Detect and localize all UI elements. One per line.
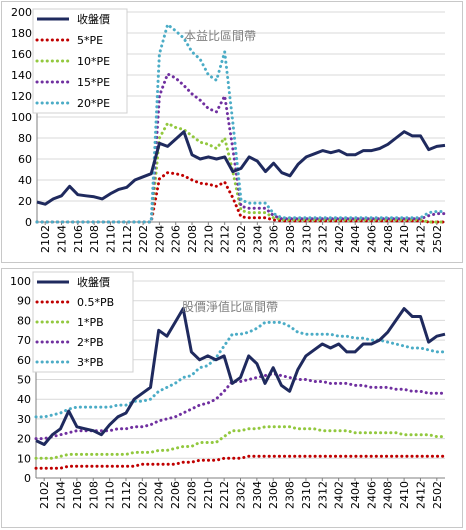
x-tick-label: 2408 xyxy=(382,225,395,253)
y-tick-label: 100 xyxy=(11,111,32,124)
y-tick-label: 90 xyxy=(17,295,31,308)
x-tick-label: 2106 xyxy=(72,225,85,253)
x-tick-label: 2110 xyxy=(104,481,117,509)
y-tick-label: 0 xyxy=(24,472,31,485)
y-tick-label: 160 xyxy=(11,48,32,61)
y-tick-label: 20 xyxy=(17,433,31,446)
x-tick-label: 2410 xyxy=(398,481,411,509)
legend-label: 20*PE xyxy=(77,97,110,110)
chart-title: 股價淨值比區間帶 xyxy=(182,299,278,314)
x-tick-label: 2402 xyxy=(333,481,346,509)
x-tick-label: 2210 xyxy=(202,225,215,253)
x-tick-label: 2108 xyxy=(87,481,100,509)
x-tick-label: 2308 xyxy=(284,225,297,253)
legend-label: 3*PB xyxy=(77,356,104,369)
series-line-4 xyxy=(35,23,447,224)
legend: 收盤價 0.5*PB 1*PB 2*PB 3*PB xyxy=(32,271,134,373)
x-tick-label: 2302 xyxy=(235,481,248,509)
x-tick-label: 2208 xyxy=(185,481,198,509)
x-tick-label: 2104 xyxy=(55,481,68,509)
x-tick-label: 2112 xyxy=(120,481,133,509)
y-tick-label: 70 xyxy=(17,334,31,347)
x-tick-label: 2202 xyxy=(136,481,149,509)
x-tick-label: 2104 xyxy=(55,225,68,253)
x-tick-label: 2402 xyxy=(333,225,346,253)
y-tick-label: 140 xyxy=(11,69,32,82)
x-tick-label: 2102 xyxy=(38,481,51,509)
y-tick-label: 0 xyxy=(25,216,32,229)
x-tick-label: 2310 xyxy=(300,225,313,253)
legend: 收盤價 5*PE 10*PE 15*PE 20*PE xyxy=(32,8,128,114)
y-tick-label: 40 xyxy=(18,174,32,187)
series-line-3 xyxy=(34,372,447,441)
x-tick-label: 2308 xyxy=(284,481,297,509)
x-tick-label: 2406 xyxy=(365,481,378,509)
x-tick-label: 2304 xyxy=(251,225,264,253)
pe-band-chart-panel: 0 20 40 60 80 100 120 140 160 180 200 2102 2104 2106 2… xyxy=(1,1,463,263)
x-tick-label: 2106 xyxy=(71,481,84,509)
legend-label: 1*PB xyxy=(77,316,104,329)
y-tick-label: 20 xyxy=(18,195,32,208)
x-tick-label: 2212 xyxy=(219,225,232,253)
x-tick-label: 2110 xyxy=(104,225,117,253)
x-tick-label: 2304 xyxy=(251,481,264,509)
x-tick-label: 2310 xyxy=(300,481,313,509)
x-tick-label: 2306 xyxy=(267,481,280,509)
legend-label: 15*PE xyxy=(77,76,110,89)
y-tick-label: 180 xyxy=(11,27,32,40)
x-tick-label: 2412 xyxy=(415,225,428,253)
series-line-1 xyxy=(34,454,447,470)
series-line-1 xyxy=(35,171,447,224)
legend-label: 10*PE xyxy=(77,55,110,68)
y-tick-label: 120 xyxy=(11,90,32,103)
x-tick-label: 2404 xyxy=(349,481,362,509)
legend-label: 收盤價 xyxy=(77,12,110,26)
x-tick-label: 2206 xyxy=(170,225,183,253)
x-tick-label: 2404 xyxy=(349,225,362,253)
x-tick-label: 2410 xyxy=(398,225,411,253)
y-tick-label: 80 xyxy=(17,314,31,327)
x-tick-label: 2204 xyxy=(153,225,166,253)
x-tick-label: 2108 xyxy=(88,225,101,253)
x-tick-label: 2408 xyxy=(382,481,395,509)
series-line-0 xyxy=(36,130,446,206)
legend-label: 2*PB xyxy=(77,336,104,349)
y-tick-label: 80 xyxy=(18,132,32,145)
x-tick-label: 2302 xyxy=(235,225,248,253)
legend-label: 收盤價 xyxy=(77,275,110,289)
legend-box xyxy=(32,271,134,373)
chart-title: 本益比區間帶 xyxy=(184,29,256,43)
pb-band-chart-panel: 0 10 20 30 40 50 60 70 80 90 100 2102 2104 2106 2108 21… xyxy=(1,268,463,528)
x-tick-label: 2204 xyxy=(153,481,166,509)
x-tick-label: 2312 xyxy=(316,481,329,509)
y-tick-label: 50 xyxy=(17,374,31,387)
x-tick-label: 2212 xyxy=(218,481,231,509)
x-tick-label: 2406 xyxy=(366,225,379,253)
x-tick-label: 2102 xyxy=(39,225,52,253)
series-line-2 xyxy=(34,425,447,460)
y-tick-label: 40 xyxy=(17,393,31,406)
x-tick-label: 2206 xyxy=(169,481,182,509)
x-tick-label: 2412 xyxy=(414,481,427,509)
y-tick-label: 60 xyxy=(17,354,31,367)
pb-band-chart: 0 10 20 30 40 50 60 70 80 90 100 2102 2104 2106 2108 21… xyxy=(10,271,447,509)
y-tick-label: 10 xyxy=(17,452,31,465)
x-tick-label: 2112 xyxy=(121,225,134,253)
x-tick-label: 2502 xyxy=(431,481,444,509)
x-tick-label: 2208 xyxy=(186,225,199,253)
legend-label: 0.5*PB xyxy=(77,296,114,309)
legend-label: 5*PE xyxy=(77,34,103,47)
x-tick-label: 2502 xyxy=(431,225,444,253)
x-tick-label: 2312 xyxy=(317,225,330,253)
y-tick-label: 30 xyxy=(17,413,31,426)
x-tick-label: 2202 xyxy=(137,225,150,253)
x-tick-label: 2210 xyxy=(202,481,215,509)
y-tick-label: 200 xyxy=(11,6,32,19)
x-tick-label: 2306 xyxy=(268,225,281,253)
y-tick-label: 60 xyxy=(18,153,32,166)
y-tick-label: 100 xyxy=(10,275,31,288)
series-line-0 xyxy=(35,307,446,446)
